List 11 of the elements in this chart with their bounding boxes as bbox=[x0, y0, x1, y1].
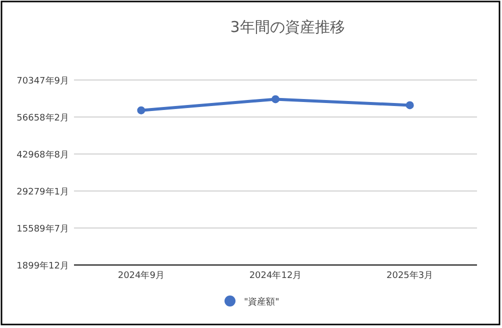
x-tick-label: 2025年3月 bbox=[386, 270, 434, 281]
text: 29279年1月 bbox=[16, 186, 69, 198]
text: 1899年12月 bbox=[16, 260, 69, 272]
text: 42968年8月 bbox=[16, 150, 69, 160]
chart-title: 3年間の資産推移 bbox=[230, 18, 345, 36]
text: 56658年2月 bbox=[16, 112, 69, 124]
legend-label: "資産額" bbox=[244, 296, 280, 308]
x-tick-label: 2024年12月 bbox=[249, 270, 302, 281]
x-tick-label: 2024年9月 bbox=[118, 270, 164, 281]
text: 15589年7月 bbox=[16, 224, 69, 234]
text: 70347年9月 bbox=[16, 76, 69, 86]
